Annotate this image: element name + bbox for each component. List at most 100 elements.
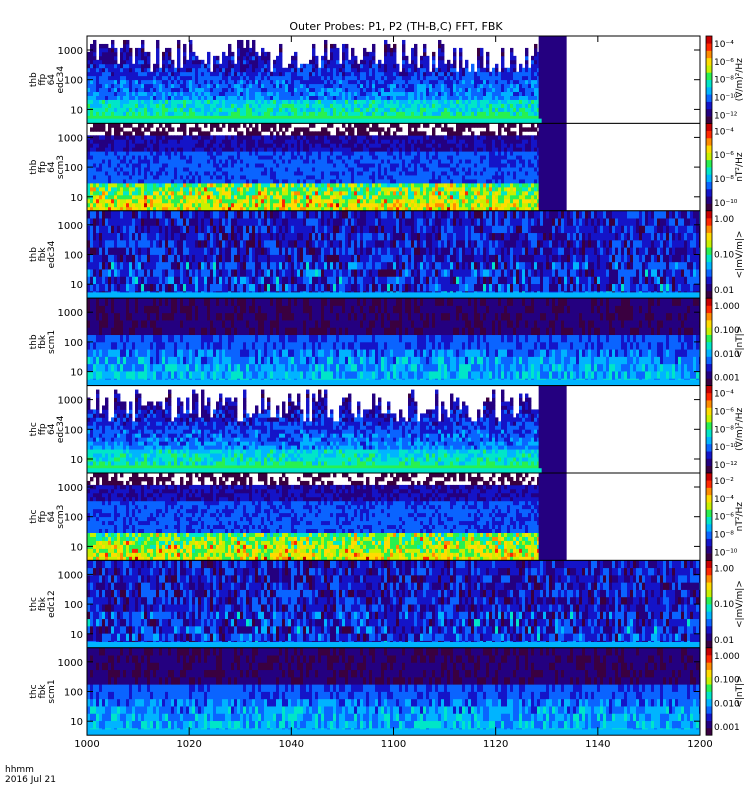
- y-tick-label: 10: [70, 542, 83, 553]
- y-tick-label: 10: [70, 105, 83, 116]
- colorbar-tick-label: 10⁻¹⁰: [714, 94, 738, 104]
- colorbar-tick-label: 10⁻¹²: [714, 111, 738, 121]
- figure-title: Outer Probes: P1, P2 (TH-B,C) FFT, FBK: [289, 20, 503, 33]
- panel-y-label: fbk: [38, 596, 48, 611]
- colorbar-tick-label: 0.010: [714, 350, 740, 360]
- colorbar-tick-label: 10⁻¹⁰: [714, 548, 738, 558]
- y-tick-label: 1000: [58, 483, 83, 494]
- panel-y-label: ffp: [38, 423, 48, 435]
- panel-y-label: scm3: [56, 505, 66, 529]
- date-label: 2016 Jul 21: [5, 775, 56, 785]
- colorbar: 1.00 0.10 0.01<|mV/m|>: [705, 210, 745, 299]
- colorbar-label: (V/m)²/Hz: [735, 407, 745, 450]
- colorbar-tick-label: 10⁻¹²: [714, 461, 738, 471]
- panel-thc-fbk-scm1: 10 100 1000 thc fbk scm1 1.000 0.100 0.010 0.001 <…: [29, 647, 745, 736]
- colorbar: 10⁻⁴ 10⁻⁶ 10⁻⁸ 10⁻¹⁰ nT²/Hz: [705, 123, 745, 212]
- colorbar: 10⁻² 10⁻⁴ 10⁻⁶ 10⁻⁸ 10⁻¹⁰ nT²/Hz: [705, 472, 745, 561]
- panel-y-label: edc34: [56, 415, 66, 443]
- y-tick-label: 100: [64, 251, 83, 262]
- colorbar-tick-label: 0.001: [714, 374, 740, 384]
- x-tick-label: 1200: [687, 739, 712, 750]
- panel-y-label: edc34: [56, 66, 66, 94]
- colorbar-tick-label: 10⁻⁶: [714, 58, 734, 68]
- y-tick-label: 10: [70, 630, 83, 641]
- panel-y-label: thb: [29, 72, 39, 87]
- colorbar-label: <|mV/m|>: [735, 580, 745, 628]
- colorbar-tick-label: 1.00: [714, 564, 734, 574]
- colorbar: 1.00 0.10 0.01<|mV/m|>: [705, 560, 745, 649]
- panel-y-label: thb: [29, 334, 39, 349]
- colorbar: 10⁻⁴ 10⁻⁶ 10⁻⁸ 10⁻¹⁰ 10⁻¹² (V/m)²/Hz: [705, 385, 745, 474]
- panel-y-label: thb: [29, 159, 39, 174]
- time-axis-label: hhmm: [5, 765, 34, 775]
- x-tick-label: 1000: [74, 739, 99, 750]
- y-tick-label: 1000: [58, 46, 83, 57]
- x-tick-label: 1120: [483, 739, 508, 750]
- panel-thb-ffp-edc34: 10 100 1000 thb ffp 64 edc34 10⁻⁴ 10⁻⁶ 10⁻⁸ 10⁻¹⁰ 1…: [29, 35, 745, 124]
- colorbar: 1.000 0.100 0.010 0.001 <|nT|>: [705, 647, 745, 736]
- x-tick-label: 1100: [381, 739, 406, 750]
- panel-thb-fbk-edc34: 10 100 1000 thb fbk edc34 1.00 0.10 0.01<|mV/m|>: [29, 210, 745, 299]
- y-tick-label: 100: [64, 338, 83, 349]
- colorbar-tick-label: 10⁻⁶: [714, 513, 734, 523]
- panel-y-label: edc12: [47, 590, 57, 618]
- x-tick-label: 1040: [279, 739, 304, 750]
- colorbar-tick-label: 1.00: [714, 215, 734, 225]
- colorbar-tick-label: 10⁻⁶: [714, 407, 734, 417]
- panel-y-label: ffp: [38, 73, 48, 85]
- colorbar-tick-label: 0.100: [714, 676, 740, 686]
- spectrogram-image: [87, 385, 700, 474]
- panel-y-label: scm1: [47, 330, 57, 354]
- colorbar-tick-label: 10⁻⁸: [714, 76, 734, 86]
- colorbar-tick-label: 10⁻⁸: [714, 531, 734, 541]
- colorbar-label: <|nT|>: [735, 326, 745, 358]
- colorbar-tick-label: 10⁻⁴: [714, 40, 734, 50]
- panel-y-label: fbk: [38, 334, 48, 349]
- panel-y-label: 64: [47, 511, 57, 523]
- panel-y-label: fbk: [38, 247, 48, 262]
- spectrogram-image: [87, 473, 700, 561]
- colorbar-tick-label: 10⁻²: [714, 477, 734, 487]
- colorbar-tick-label: 10⁻⁶: [714, 151, 734, 161]
- colorbar-tick-label: 10⁻¹⁰: [714, 199, 738, 209]
- colorbar-tick-label: 10⁻⁸: [714, 425, 734, 435]
- y-tick-label: 10: [70, 280, 83, 291]
- panel-y-label: thb: [29, 247, 39, 262]
- y-tick-label: 1000: [58, 308, 83, 319]
- y-tick-label: 10: [70, 717, 83, 728]
- colorbar-tick-label: 0.01: [714, 636, 734, 646]
- colorbar-label: <|nT|>: [735, 675, 745, 707]
- colorbar-tick-label: 10⁻⁴: [714, 495, 734, 505]
- colorbar: 10⁻⁴ 10⁻⁶ 10⁻⁸ 10⁻¹⁰ 10⁻¹² (V/m)²/Hz: [705, 35, 745, 124]
- panel-thc-fbk-edc12: 10 100 1000 thc fbk edc12 1.00 0.10 0.01<|mV/m|>: [29, 559, 745, 649]
- spectrogram-image: [87, 647, 700, 736]
- y-tick-label: 100: [64, 688, 83, 699]
- y-tick-label: 100: [64, 76, 83, 87]
- panel-y-label: 64: [47, 423, 57, 435]
- spectrogram-image: [87, 123, 700, 211]
- colorbar-tick-label: 10⁻¹⁰: [714, 443, 738, 453]
- y-tick-label: 100: [64, 163, 83, 174]
- colorbar-tick-label: 1.000: [714, 302, 740, 312]
- colorbar-label: <|mV/m|>: [735, 231, 745, 279]
- y-tick-label: 1000: [58, 570, 83, 581]
- panel-y-label: scm3: [56, 155, 66, 179]
- colorbar-tick-label: 10⁻⁴: [714, 390, 734, 400]
- panel-y-label: ffp: [38, 161, 48, 173]
- colorbar-tick-label: 0.001: [714, 723, 740, 733]
- spectrogram-image: [87, 560, 700, 648]
- panel-y-label: 64: [47, 74, 57, 86]
- panel-y-label: thc: [29, 422, 39, 436]
- panel-y-label: thc: [29, 684, 39, 698]
- colorbar-tick-label: 0.10: [714, 251, 734, 261]
- y-tick-label: 1000: [58, 658, 83, 669]
- y-tick-label: 10: [70, 368, 83, 379]
- spectrogram-image: [87, 210, 700, 299]
- panel-thb-fbk-scm1: 10 100 1000 thb fbk scm1 1.000 0.100 0.010 0.001 <…: [29, 297, 745, 387]
- panel-y-label: scm1: [47, 679, 57, 703]
- y-tick-label: 10: [70, 455, 83, 466]
- colorbar-label: nT²/Hz: [735, 502, 745, 532]
